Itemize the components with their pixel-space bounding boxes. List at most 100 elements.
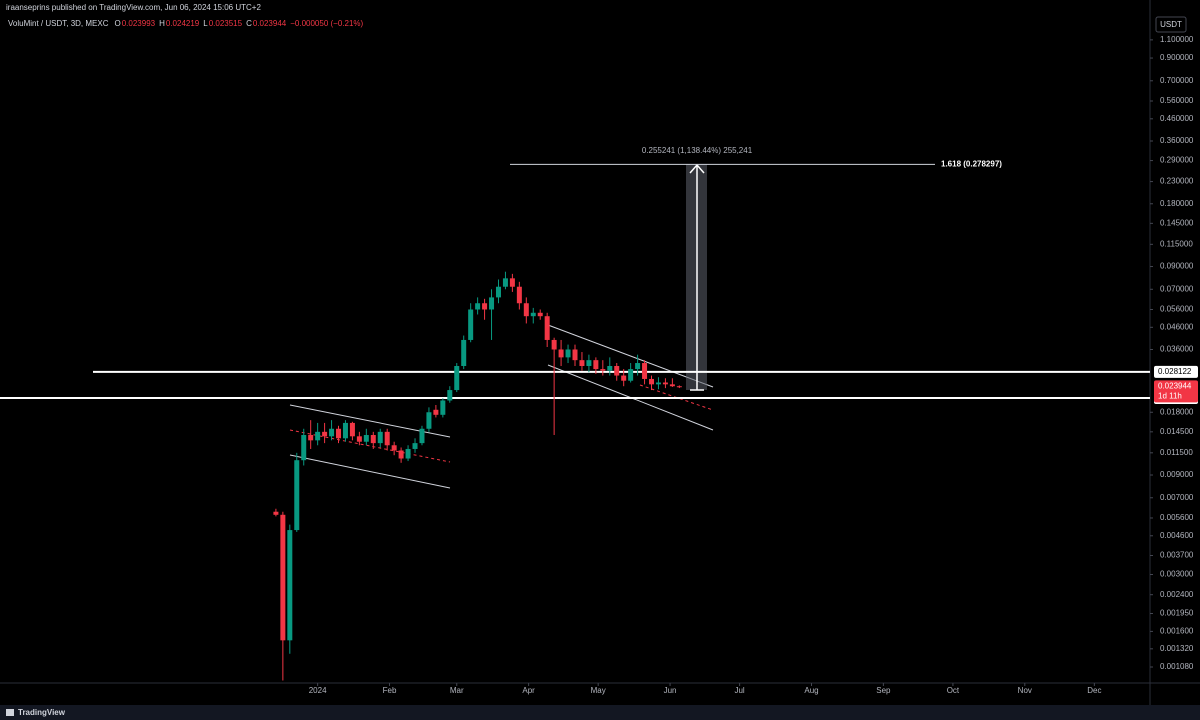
y-tick-label: 0.004600 — [1160, 531, 1194, 540]
candle-body — [572, 349, 578, 361]
candle-body — [558, 349, 564, 358]
ohlc-value: 0.023993 — [122, 19, 156, 28]
candle-body — [495, 286, 501, 298]
x-tick-label: Feb — [383, 686, 397, 695]
candle-body — [593, 360, 599, 370]
candle-body — [614, 366, 620, 376]
y-tick-label: 0.700000 — [1160, 76, 1194, 85]
y-tick-label: 0.360000 — [1160, 136, 1194, 145]
candle-body — [655, 382, 661, 385]
candle-body — [454, 366, 460, 391]
measure-arrowhead — [689, 163, 705, 174]
ohlc-value: 0.024219 — [166, 19, 200, 28]
level-badge — [1154, 365, 1198, 378]
candle-body — [551, 339, 557, 350]
candle-body — [287, 530, 293, 641]
candle-body — [447, 390, 453, 401]
candle-body — [621, 375, 627, 381]
x-tick-label: Jun — [664, 686, 677, 695]
candle-body — [384, 431, 390, 446]
y-tick-label: 0.115000 — [1160, 239, 1193, 248]
y-tick-label: 0.230000 — [1160, 177, 1194, 186]
candle-body — [642, 363, 648, 379]
candle-body — [377, 431, 383, 444]
y-tick-label: 0.003000 — [1160, 570, 1194, 579]
candle-body — [370, 435, 376, 444]
candle-body — [607, 366, 613, 371]
y-tick-label: 0.018000 — [1160, 407, 1194, 416]
fib-label: 1.618 (0.278297) — [941, 159, 1002, 168]
candle-body — [412, 443, 418, 449]
candle-body — [523, 303, 529, 317]
candle-body — [315, 431, 321, 441]
candle-body — [349, 422, 355, 437]
candle-body — [565, 349, 571, 358]
ohlc-label: C — [246, 19, 252, 28]
candle-body — [509, 278, 515, 287]
candle-body — [628, 369, 634, 381]
channel-line — [547, 324, 714, 388]
candle-body — [530, 312, 536, 317]
y-tick-label: 0.460000 — [1160, 114, 1194, 123]
candle-body — [649, 378, 655, 385]
candle-body — [273, 511, 279, 515]
candle-body — [461, 339, 467, 367]
candle-body — [489, 297, 495, 310]
candle-body — [363, 435, 369, 442]
candle-body — [356, 436, 362, 442]
candle-body — [662, 382, 668, 385]
y-tick-label: 0.001320 — [1160, 644, 1194, 653]
candle-body — [544, 316, 550, 340]
price-badge — [1154, 380, 1198, 403]
candle-body — [482, 303, 488, 310]
y-tick-label: 0.145000 — [1160, 218, 1194, 227]
candle-body — [468, 309, 474, 340]
y-tick-label: 0.002400 — [1160, 590, 1194, 599]
candle-body — [426, 412, 432, 429]
currency-box — [1155, 16, 1187, 33]
y-tick-label: 1.100000 — [1160, 35, 1194, 44]
candle-body — [579, 360, 585, 367]
y-tick-label: 0.180000 — [1160, 199, 1194, 208]
candle-body — [669, 384, 675, 387]
y-tick-label: 0.007000 — [1160, 493, 1194, 502]
y-tick-label: 0.070000 — [1160, 284, 1194, 293]
channel-line — [289, 454, 451, 489]
footer — [0, 705, 1200, 720]
x-tick-label: Oct — [947, 686, 960, 695]
candle-body — [440, 400, 446, 415]
candle-body — [405, 448, 411, 459]
y-tick-label: 0.001080 — [1160, 662, 1194, 671]
candle-body — [398, 450, 404, 459]
ohlc-value: 0.023944 — [253, 19, 287, 28]
candle-body — [586, 360, 592, 367]
change: −0.000050 (−0.21%) — [290, 19, 363, 28]
x-tick-label: Nov — [1018, 686, 1032, 695]
countdown: 1d 11h — [1158, 392, 1182, 401]
x-tick-label: Aug — [804, 686, 818, 695]
x-tick-label: Jul — [734, 686, 744, 695]
y-tick-label: 0.003700 — [1160, 551, 1194, 560]
candle-body — [635, 363, 641, 370]
publisher: iraanseprins published on TradingView.co… — [6, 3, 261, 12]
candle-body — [322, 431, 328, 437]
candle-body — [600, 369, 606, 371]
x-tick-label: May — [591, 686, 606, 695]
x-tick-label: Sep — [876, 686, 891, 695]
candle-body — [308, 435, 314, 441]
x-tick-label: Apr — [522, 686, 535, 695]
brand: TradingView — [18, 708, 66, 717]
y-tick-label: 0.900000 — [1160, 53, 1194, 62]
ohlc-label: H — [159, 19, 165, 28]
ohlc-label: L — [203, 19, 208, 28]
y-tick-label: 0.036000 — [1160, 345, 1194, 354]
candle-body — [342, 422, 348, 439]
ohlc-label: O — [114, 19, 120, 28]
y-tick-label: 0.011500 — [1160, 448, 1193, 457]
y-tick-label: 0.009000 — [1160, 470, 1194, 479]
candle-body — [516, 286, 522, 304]
x-tick-label: 2024 — [309, 686, 327, 695]
candle-body — [537, 312, 543, 317]
